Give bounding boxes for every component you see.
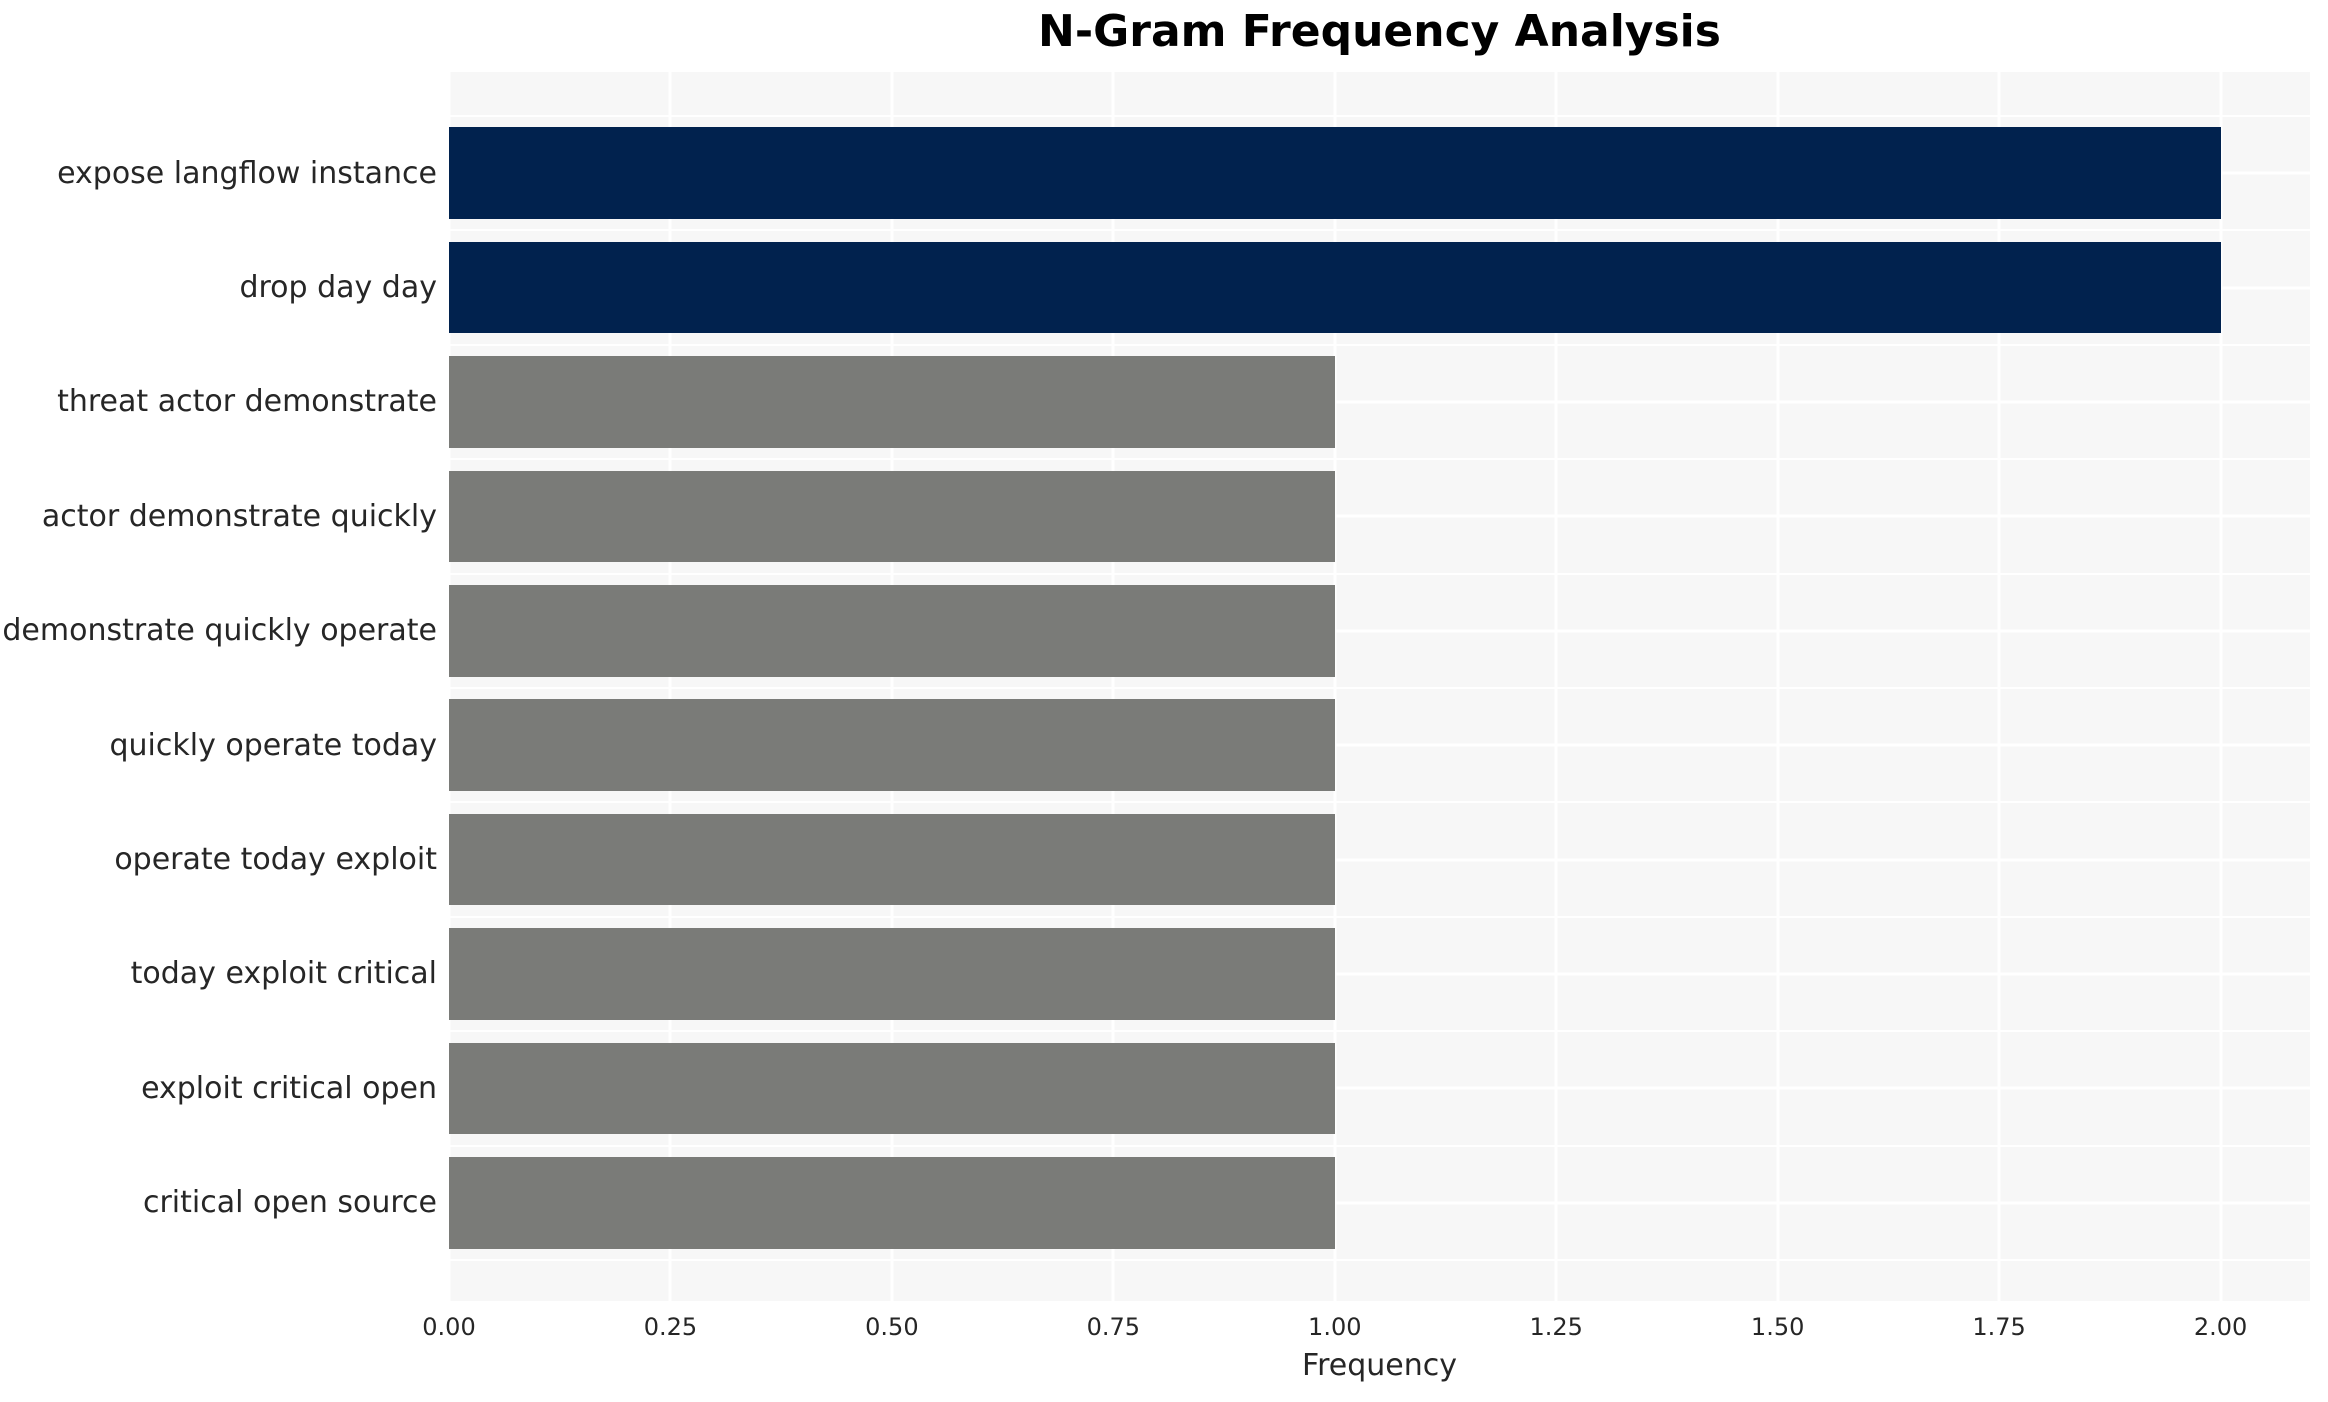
horizontal-gridline-major	[449, 858, 2310, 862]
y-axis-label: today exploit critical	[130, 956, 437, 992]
horizontal-gridline-minor	[449, 229, 2310, 232]
chart-title: N-Gram Frequency Analysis	[1038, 6, 1721, 57]
horizontal-gridline-major	[449, 514, 2310, 518]
plot-area	[447, 72, 2310, 1301]
horizontal-gridline-major	[449, 1086, 2310, 1090]
x-axis-tick-label: 1.75	[1972, 1313, 2026, 1341]
horizontal-gridline-minor	[449, 458, 2310, 461]
x-axis-tick-label: 0.25	[643, 1313, 698, 1341]
vertical-gridline	[1776, 72, 1780, 1301]
x-axis-tick-label: 0.75	[1086, 1313, 1141, 1341]
vertical-gridline	[1997, 72, 2001, 1301]
x-axis-tick-label: 1.25	[1529, 1313, 1583, 1341]
vertical-gridline	[447, 72, 451, 1301]
bar-threat-actor-demonstrate	[449, 356, 1335, 448]
x-axis-tick-label: 1.00	[1308, 1313, 1362, 1341]
y-axis-label: quickly operate today	[109, 727, 437, 763]
bar-actor-demonstrate-quickly	[449, 470, 1335, 563]
horizontal-gridline-minor	[449, 572, 2310, 575]
x-axis-tick-label: 0.00	[422, 1313, 476, 1341]
horizontal-gridline-major	[449, 1201, 2310, 1205]
y-axis-label: exploit critical open	[141, 1070, 437, 1106]
bar-expose-langflow-instance	[449, 127, 2221, 219]
y-axis-label: critical open source	[142, 1185, 437, 1221]
vertical-gridline	[668, 72, 672, 1301]
y-axis-label: threat actor demonstrate	[57, 384, 437, 420]
bar-exploit-critical-open	[449, 1042, 1335, 1135]
horizontal-gridline-minor	[449, 1144, 2310, 1147]
bar-quickly-operate-today	[449, 699, 1335, 791]
horizontal-gridline-minor	[449, 1030, 2310, 1033]
horizontal-gridline-major	[449, 972, 2310, 976]
bar-critical-open-source	[449, 1157, 1335, 1249]
y-axis-label: actor demonstrate quickly	[41, 498, 437, 534]
vertical-gridline	[1554, 72, 1558, 1301]
horizontal-gridline-minor	[449, 1259, 2310, 1261]
horizontal-gridline-major	[449, 400, 2310, 404]
y-axis-label: demonstrate quickly operate	[2, 613, 437, 649]
vertical-gridline	[890, 72, 894, 1301]
bar-today-exploit-critical	[449, 928, 1335, 1020]
y-axis-label: expose langflow instance	[57, 155, 437, 191]
horizontal-gridline-major	[449, 743, 2310, 747]
horizontal-gridline-minor	[449, 687, 2310, 689]
bar-drop-day-day	[449, 241, 2221, 334]
x-axis-tick-label: 0.50	[865, 1313, 919, 1341]
vertical-gridline	[1333, 72, 1337, 1301]
x-axis-tick-label: 1.50	[1750, 1313, 1805, 1341]
y-axis-label: drop day day	[239, 270, 437, 306]
vertical-gridline	[2219, 72, 2223, 1301]
horizontal-gridline-minor	[449, 343, 2310, 346]
bar-operate-today-exploit	[449, 813, 1335, 906]
horizontal-gridline-minor	[449, 915, 2310, 918]
x-axis-title: Frequency	[1302, 1348, 1457, 1383]
vertical-gridline	[1111, 72, 1115, 1301]
bar-demonstrate-quickly-operate	[449, 585, 1335, 677]
horizontal-gridline-minor	[449, 115, 2310, 117]
x-axis-tick-label: 2.00	[2193, 1313, 2248, 1341]
horizontal-gridline-minor	[449, 801, 2310, 804]
horizontal-gridline-major	[449, 629, 2310, 633]
y-axis-label: operate today exploit	[114, 842, 437, 878]
